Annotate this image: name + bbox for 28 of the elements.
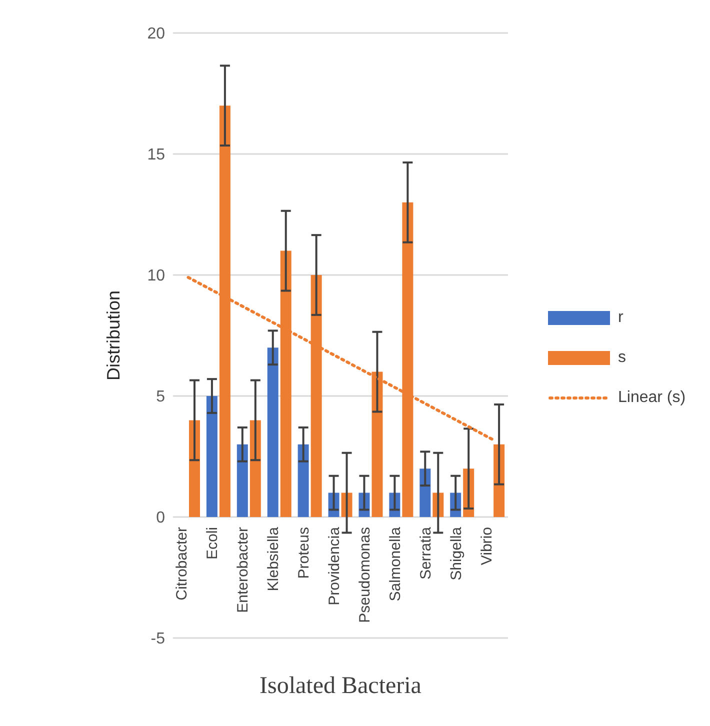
y-tick-label: 20	[147, 26, 166, 43]
bar	[298, 444, 309, 517]
x-tick-label: Enterobacter	[234, 527, 252, 613]
x-tick-label: Ecoli	[204, 527, 222, 560]
y-tick-label: 0	[156, 510, 166, 527]
x-axis-title: Isolated Bacteria	[260, 673, 422, 699]
x-tick-label: Salmonella	[386, 526, 404, 602]
legend-label: r	[618, 309, 624, 327]
y-tick-label: 15	[147, 146, 166, 164]
bar	[189, 420, 200, 517]
y-tick-label: 10	[147, 268, 166, 285]
bar	[267, 348, 278, 517]
x-tick-label: Citrobacter	[174, 526, 191, 600]
legend-label: s	[618, 349, 626, 367]
y-tick-label: -5	[150, 630, 166, 648]
x-tick-label: Providencia	[326, 526, 343, 606]
x-tick-label: Pseudomonas	[356, 527, 374, 623]
y-axis-title: Distribution	[103, 290, 124, 381]
legend-label: Linear (s)	[618, 389, 686, 407]
bar	[206, 396, 218, 517]
x-tick-label: Shigella	[448, 526, 465, 580]
x-tick-label: Klebsiella	[265, 526, 282, 592]
x-tick-label: Serratia	[417, 526, 434, 580]
bar	[250, 420, 261, 517]
bar	[236, 444, 248, 517]
x-tick-label: Proteus	[296, 527, 313, 579]
x-tick-label: Vibrio	[478, 527, 496, 566]
y-tick-label: 5	[156, 388, 166, 406]
